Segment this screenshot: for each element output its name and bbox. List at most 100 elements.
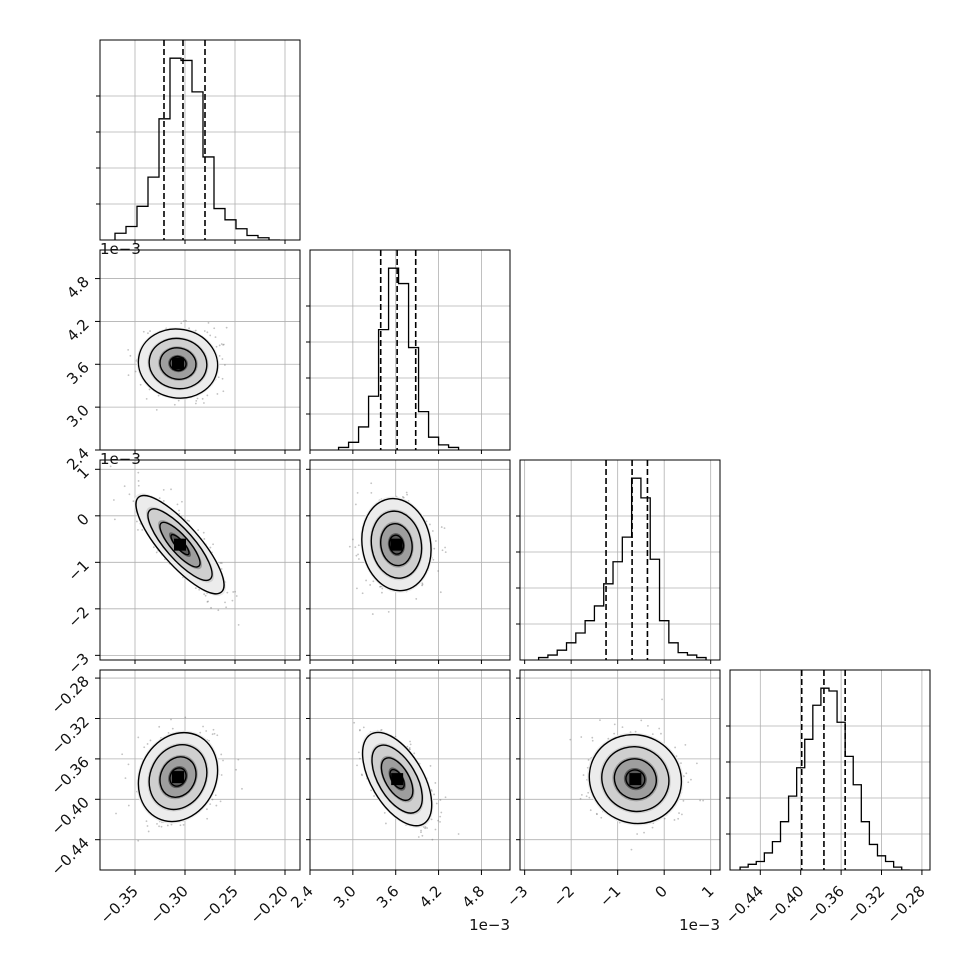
scatter-point bbox=[207, 600, 209, 603]
scatter-point bbox=[354, 546, 357, 548]
density-contour bbox=[380, 523, 413, 567]
scatter-point bbox=[433, 547, 436, 550]
scatter-point bbox=[199, 731, 202, 734]
scatter-point bbox=[362, 726, 365, 729]
scatter-point bbox=[198, 588, 201, 591]
y-tick-label: 4.2 bbox=[63, 316, 93, 346]
density-contour bbox=[625, 769, 646, 789]
panel-2-1 bbox=[348, 482, 447, 615]
scatter-point bbox=[225, 326, 228, 329]
y-tick-label: −2 bbox=[64, 603, 92, 631]
scatter-point bbox=[702, 799, 705, 802]
scatter-point bbox=[220, 753, 223, 756]
scatter-point bbox=[434, 828, 437, 831]
panel-frame bbox=[99, 459, 301, 661]
panel-2-0 bbox=[109, 465, 240, 626]
scatter-point bbox=[134, 370, 137, 373]
scatter-point bbox=[370, 492, 373, 494]
scatter-point bbox=[203, 538, 206, 540]
scatter-point bbox=[426, 827, 428, 829]
scatter-point bbox=[424, 827, 427, 830]
scatter-point bbox=[167, 731, 170, 734]
y-tick-label: −0.32 bbox=[48, 713, 93, 758]
scatter-point bbox=[682, 799, 685, 802]
scatter-point bbox=[226, 591, 229, 594]
x-tick-label: 4.8 bbox=[459, 882, 489, 912]
panel-frame bbox=[309, 669, 511, 871]
scatter-point bbox=[437, 570, 440, 572]
y-tick-label: −1 bbox=[64, 556, 92, 584]
scatter-point bbox=[421, 582, 424, 585]
scatter-point bbox=[421, 834, 424, 837]
scatter-point bbox=[219, 562, 222, 564]
scatter-point bbox=[157, 394, 160, 397]
scatter-point bbox=[209, 334, 212, 337]
scatter-point bbox=[214, 794, 217, 797]
scatter-point bbox=[179, 824, 182, 827]
scatter-point bbox=[643, 831, 645, 834]
density-peak bbox=[390, 538, 403, 551]
scatter-point bbox=[135, 520, 138, 523]
scatter-point bbox=[457, 833, 460, 835]
scatter-point bbox=[361, 774, 363, 777]
scatter-point bbox=[225, 606, 228, 609]
x-tick-label: −0.40 bbox=[762, 882, 807, 927]
scatter-point bbox=[204, 594, 207, 597]
scatter-point bbox=[209, 803, 212, 806]
scatter-point bbox=[587, 759, 590, 761]
y-tick-label: −0.36 bbox=[48, 753, 93, 798]
scatter-point bbox=[684, 743, 687, 746]
scatter-point bbox=[439, 815, 442, 818]
scatter-point bbox=[188, 520, 190, 522]
scatter-point bbox=[435, 802, 438, 805]
scatter-point bbox=[196, 397, 199, 400]
scatter-point bbox=[430, 818, 433, 821]
density-contour bbox=[148, 337, 208, 390]
scatter-point bbox=[640, 719, 643, 722]
scatter-point bbox=[434, 540, 437, 542]
scatter-point bbox=[421, 583, 424, 586]
scatter-point bbox=[127, 374, 130, 377]
scatter-point bbox=[209, 546, 212, 549]
scatter-point bbox=[171, 727, 174, 730]
scatter-point bbox=[113, 518, 116, 521]
scatter-point bbox=[213, 327, 216, 330]
scatter-point bbox=[127, 804, 130, 807]
scatter-point bbox=[162, 488, 165, 491]
density-contour bbox=[613, 758, 657, 800]
scatter-point bbox=[651, 733, 654, 736]
scatter-point bbox=[224, 364, 226, 366]
scatter-point bbox=[405, 491, 408, 494]
scatter-point bbox=[137, 736, 140, 739]
scatter-point bbox=[353, 721, 356, 724]
scatter-point bbox=[206, 808, 208, 811]
scatter-point bbox=[158, 825, 160, 828]
scatter-point bbox=[220, 774, 223, 776]
y-offset-label: 1e−3 bbox=[100, 450, 141, 468]
density-contour bbox=[137, 731, 219, 823]
scatter-point bbox=[579, 797, 582, 800]
scatter-point bbox=[588, 796, 591, 799]
scatter-point bbox=[365, 579, 367, 582]
scatter-point bbox=[176, 503, 179, 506]
scatter-point bbox=[695, 762, 698, 765]
scatter-point bbox=[213, 732, 216, 735]
scatter-point bbox=[409, 740, 411, 743]
panel-frame bbox=[99, 669, 301, 871]
scatter-point bbox=[444, 551, 447, 554]
scatter-point bbox=[441, 549, 444, 552]
density-contour bbox=[159, 347, 197, 380]
scatter-point bbox=[409, 748, 411, 751]
density-contour bbox=[371, 744, 423, 814]
scatter-point bbox=[237, 758, 240, 761]
scatter-point bbox=[630, 848, 633, 851]
scatter-point bbox=[221, 377, 224, 380]
scatter-point bbox=[147, 332, 149, 335]
scatter-point bbox=[409, 743, 412, 746]
scatter-point bbox=[381, 591, 383, 594]
panel-3-1 bbox=[353, 721, 460, 841]
x-tick-label: −0.30 bbox=[147, 882, 192, 927]
scatter-point bbox=[660, 732, 662, 735]
scatter-point bbox=[402, 496, 405, 499]
